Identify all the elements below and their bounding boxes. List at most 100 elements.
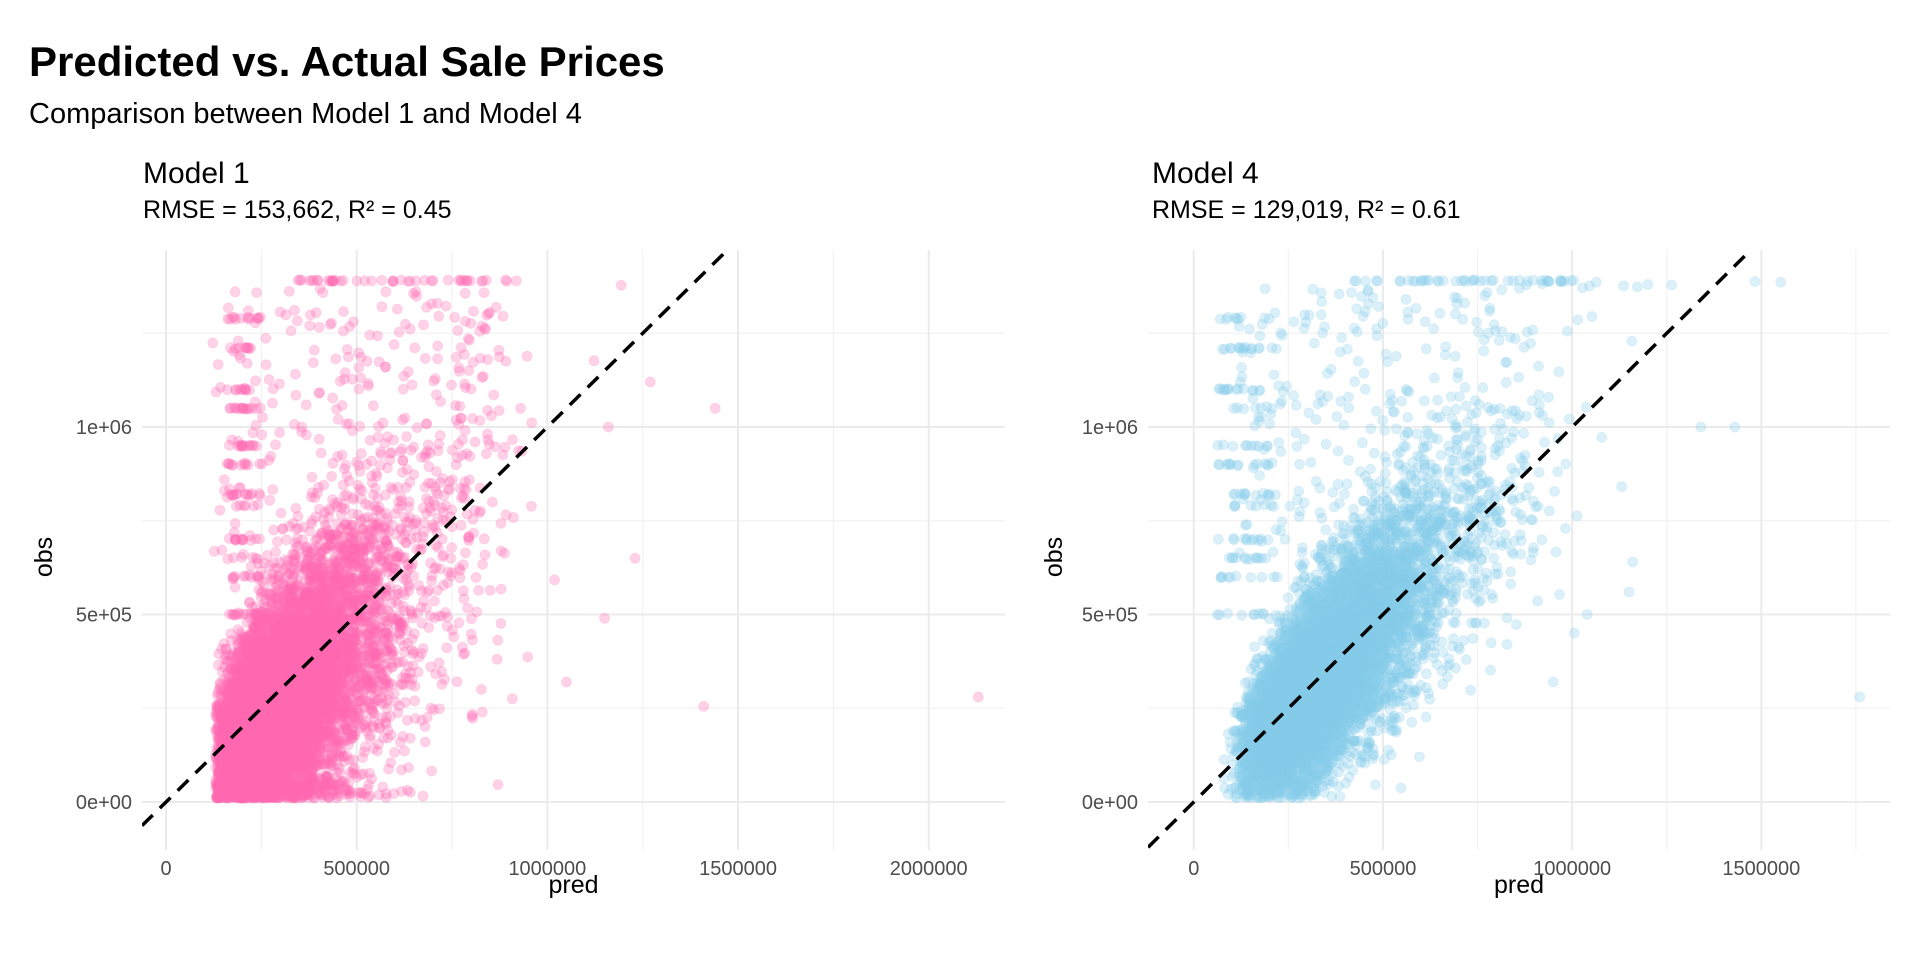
data-point — [475, 683, 487, 695]
data-point — [226, 772, 238, 784]
data-point — [340, 459, 352, 471]
data-point — [242, 699, 254, 711]
data-point — [257, 709, 268, 721]
data-point — [234, 732, 246, 744]
data-point — [219, 733, 231, 745]
data-point — [429, 521, 441, 533]
data-point — [438, 673, 450, 685]
data-point — [283, 612, 295, 624]
data-point — [239, 735, 251, 746]
data-point — [280, 715, 292, 727]
data-point — [302, 680, 314, 692]
data-point — [300, 667, 312, 678]
data-point — [244, 724, 256, 735]
data-point — [321, 670, 333, 681]
data-point — [240, 682, 252, 694]
data-point — [333, 706, 345, 717]
data-point — [275, 733, 287, 745]
data-point — [238, 742, 250, 754]
data-point — [275, 696, 287, 708]
data-point — [389, 746, 401, 758]
data-point — [223, 751, 235, 762]
data-point — [221, 792, 233, 804]
data-point — [299, 718, 311, 730]
data-point — [241, 778, 253, 790]
data-point — [283, 706, 295, 718]
data-point — [300, 732, 312, 744]
data-point — [233, 738, 245, 749]
data-point — [470, 572, 482, 583]
data-point — [294, 705, 306, 717]
data-point — [262, 783, 274, 795]
data-point — [214, 785, 226, 797]
data-point — [304, 551, 316, 563]
data-point — [216, 760, 228, 772]
data-point — [237, 728, 249, 740]
data-point — [311, 681, 323, 693]
data-point — [225, 778, 237, 790]
data-point — [243, 777, 255, 789]
data-point — [219, 785, 231, 797]
data-point — [312, 635, 324, 647]
data-point — [240, 696, 252, 708]
data-point — [397, 572, 409, 584]
data-point — [277, 717, 289, 729]
data-point — [306, 570, 318, 582]
data-point — [241, 784, 253, 796]
data-point — [303, 751, 315, 763]
data-point — [458, 593, 470, 605]
data-point — [243, 743, 255, 755]
data-point — [275, 666, 287, 678]
data-point — [476, 706, 488, 718]
data-point — [269, 763, 281, 775]
data-point — [228, 778, 240, 790]
data-point — [309, 554, 321, 566]
x-tick-label: 0 — [160, 858, 171, 880]
data-point — [274, 618, 286, 630]
data-point — [258, 677, 270, 689]
data-point — [256, 769, 268, 781]
data-point — [275, 642, 287, 654]
data-point — [417, 790, 429, 802]
data-point — [245, 704, 257, 716]
data-point — [278, 686, 290, 698]
data-point — [410, 524, 421, 536]
data-point — [426, 765, 438, 777]
x-tick-label: 1500000 — [699, 858, 777, 880]
data-point — [258, 724, 270, 736]
data-point — [249, 625, 261, 637]
data-point — [299, 717, 311, 729]
data-point — [313, 433, 325, 445]
data-point — [280, 534, 292, 546]
data-point — [291, 592, 303, 604]
data-point — [233, 697, 245, 709]
data-point — [270, 713, 282, 725]
data-point — [284, 760, 296, 772]
data-point — [317, 577, 328, 589]
data-point — [248, 668, 260, 680]
data-point — [357, 752, 369, 763]
data-point — [307, 633, 319, 644]
data-point — [289, 653, 301, 665]
data-point — [241, 790, 253, 802]
data-point — [299, 560, 311, 572]
data-point — [250, 771, 262, 783]
data-point — [429, 595, 440, 607]
data-point — [261, 750, 273, 762]
data-point — [269, 739, 281, 751]
panel-1-subtitle: RMSE = 153,662, R² = 0.45 — [143, 196, 452, 224]
data-point — [421, 493, 432, 504]
data-point — [239, 783, 251, 795]
data-point — [290, 698, 302, 710]
data-point — [277, 627, 289, 638]
data-point — [459, 647, 471, 659]
data-point — [368, 648, 380, 660]
data-point — [223, 686, 235, 698]
data-point — [588, 355, 600, 367]
data-point — [278, 726, 290, 738]
data-point — [333, 555, 344, 567]
data-point — [269, 761, 281, 773]
data-point — [419, 736, 431, 748]
data-point — [249, 733, 261, 744]
data-point — [265, 768, 277, 780]
